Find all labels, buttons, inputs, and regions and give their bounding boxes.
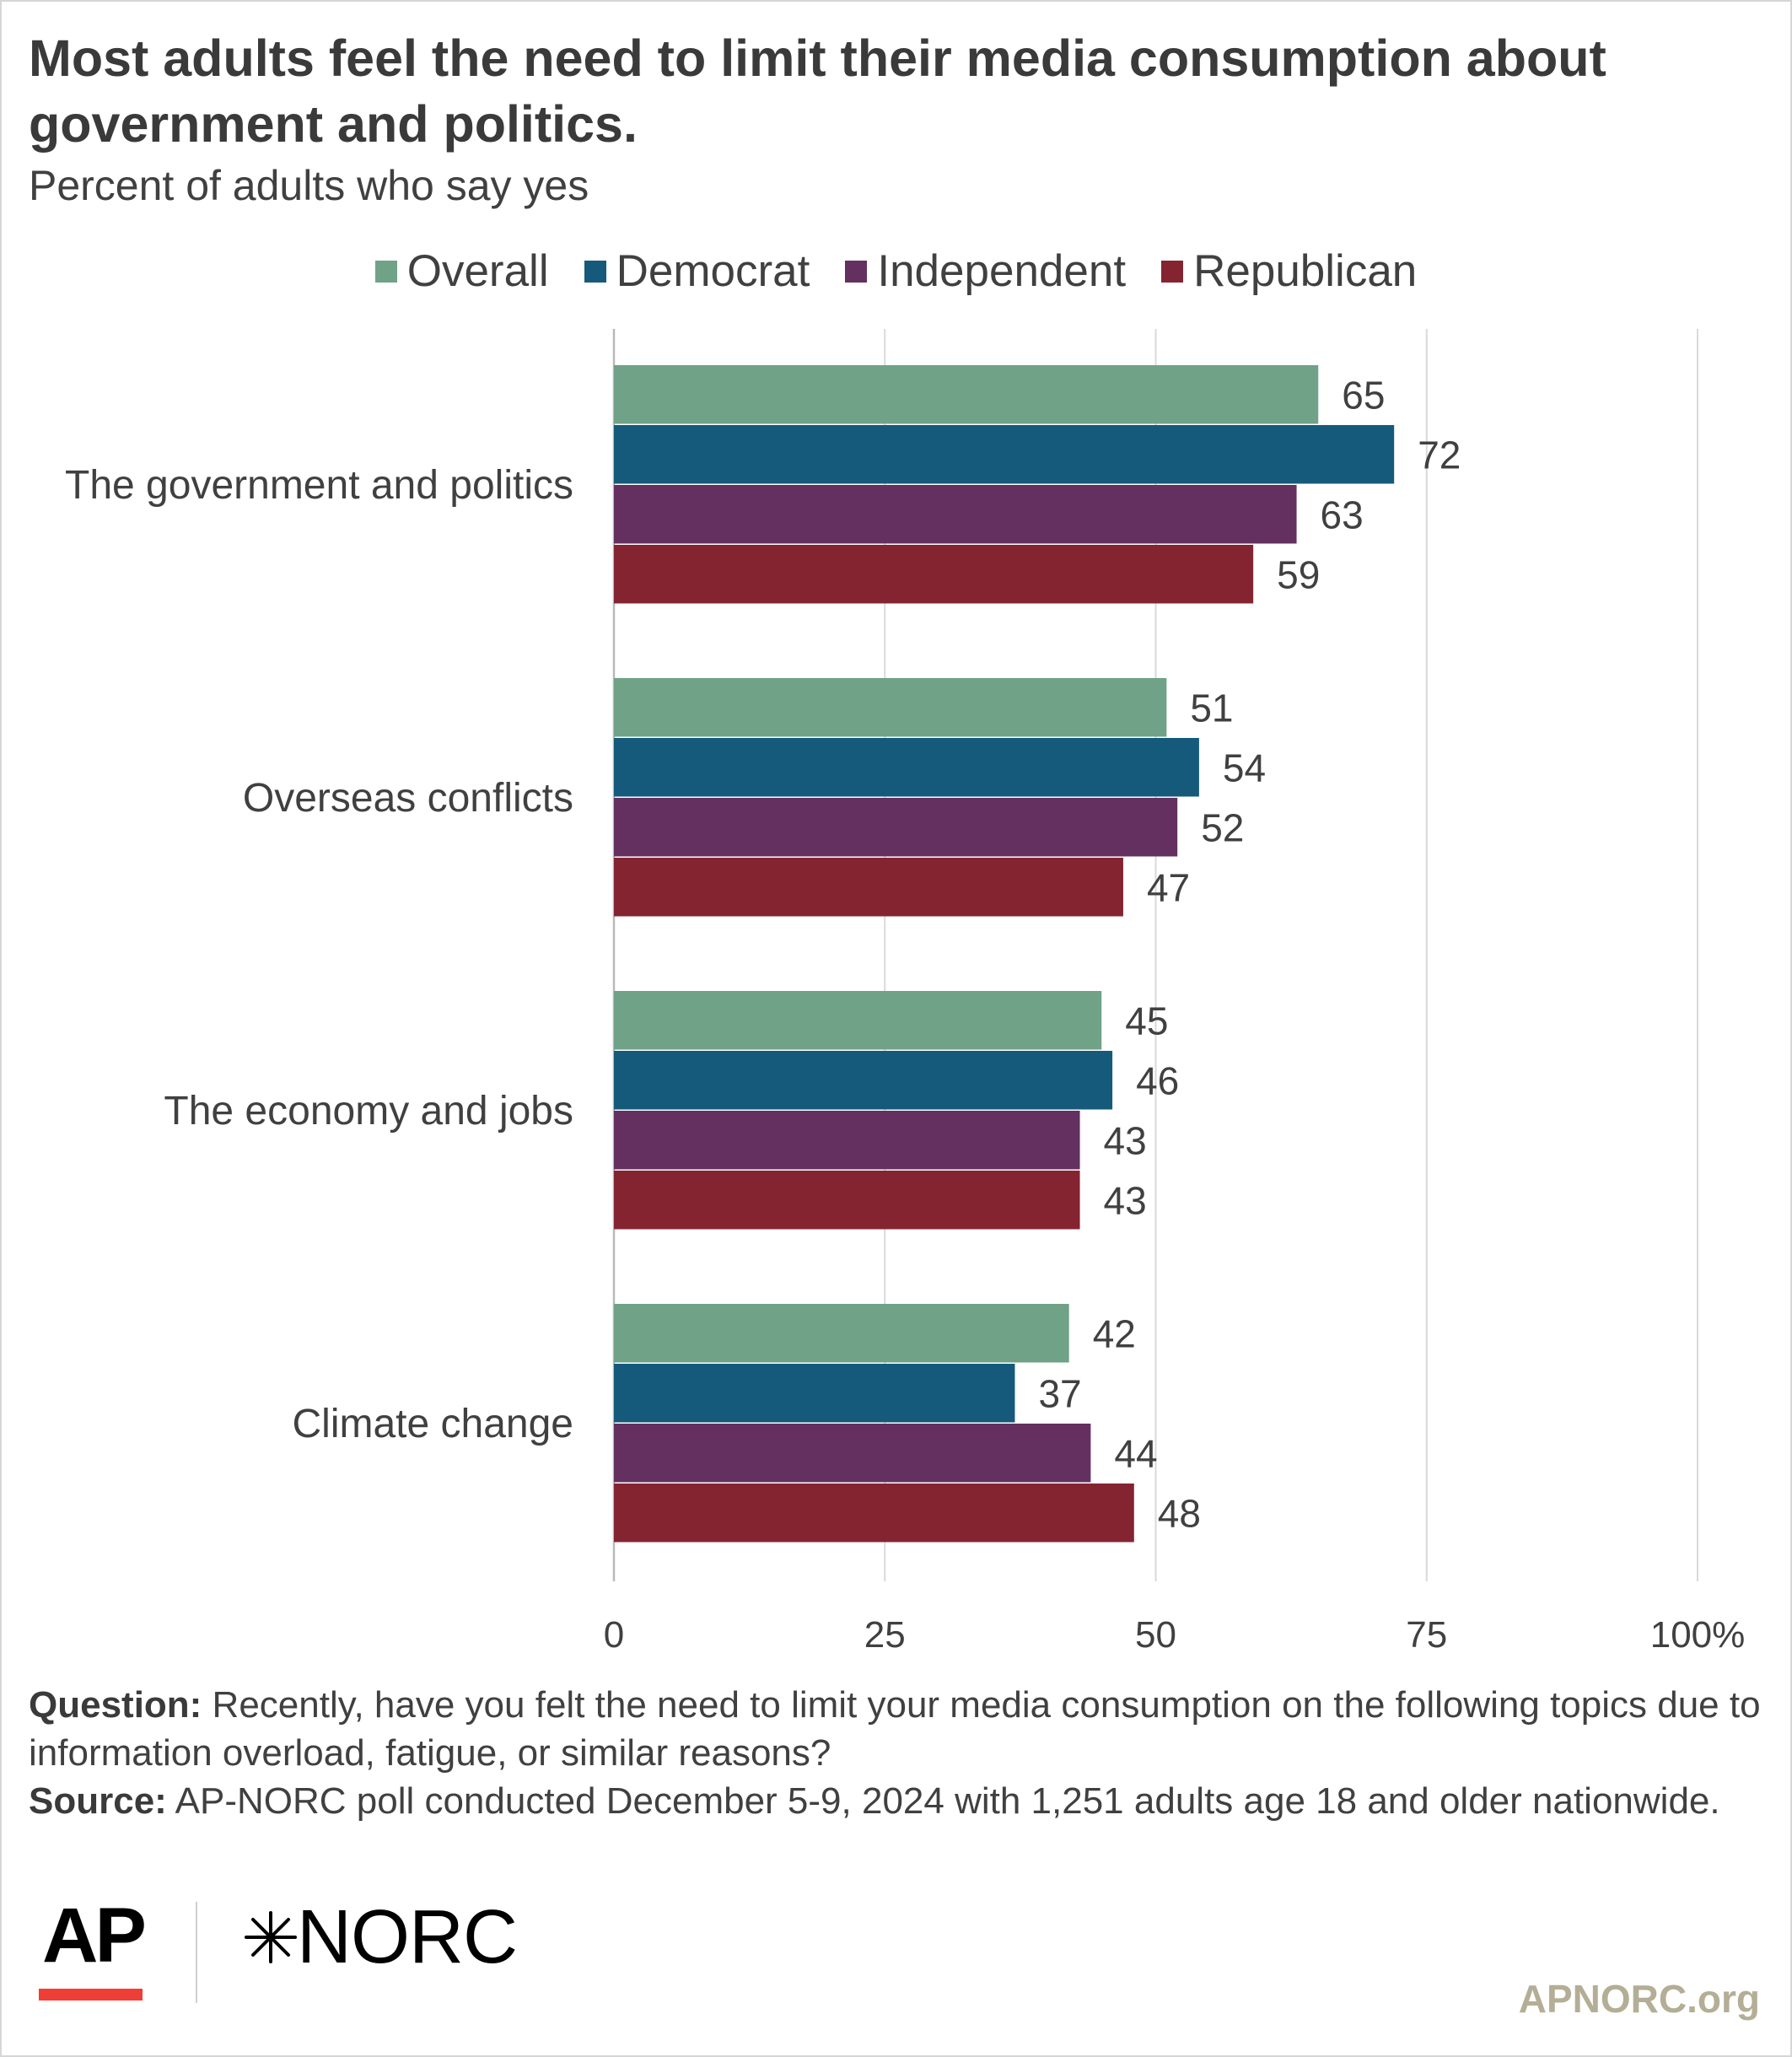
legend-swatch-overall [374,261,397,283]
ap-logo: AP [42,1893,147,1979]
value-label: 46 [1136,1059,1179,1103]
question-note: Question: Recently, have you felt the ne… [29,1681,1766,1777]
norc-star-icon [245,1911,297,1963]
value-label: 37 [1038,1372,1081,1416]
x-tick-label: 100% [1650,1614,1746,1656]
bar-democrat [614,425,1395,484]
bar-independent [614,485,1297,544]
value-label: 51 [1190,687,1233,730]
category-label: Climate change [292,1402,573,1446]
source-text: AP-NORC poll conducted December 5-9, 202… [166,1780,1720,1822]
x-tick-label: 50 [1135,1614,1176,1656]
bar-republican [614,545,1254,604]
bar-republican [614,1171,1080,1230]
value-label: 45 [1125,999,1168,1043]
question-label: Question: [29,1684,202,1726]
legend-swatch-republican [1161,261,1184,283]
norc-logo-text: NORC [297,1895,518,1979]
chart-notes: Question: Recently, have you felt the ne… [29,1681,1766,1825]
bar-overall [614,365,1319,424]
bar-republican [614,858,1123,917]
source-note: Source: AP-NORC poll conducted December … [29,1777,1766,1825]
chart-title: Most adults feel the need to limit their… [29,30,1606,153]
value-label: 59 [1277,553,1320,597]
category-label: The economy and jobs [164,1089,573,1134]
source-label: Source: [29,1780,167,1822]
value-label: 54 [1223,746,1266,790]
bar-overall [614,1304,1069,1363]
chart-subtitle: Percent of adults who say yes [29,162,589,209]
legend: Overall Democrat Independent Republican [0,242,1792,301]
legend-label-democrat: Democrat [616,246,810,296]
value-label: 42 [1093,1312,1136,1356]
value-label: 63 [1321,493,1364,537]
value-label: 47 [1147,866,1190,910]
value-label: 72 [1418,433,1461,477]
x-tick-label: 75 [1406,1614,1447,1656]
logo-divider [196,1902,197,2003]
bar-overall [614,678,1167,737]
bar-independent [614,1111,1080,1170]
ap-logo-underline [39,1989,143,2000]
bar-republican [614,1484,1134,1543]
legend-item-republican: Republican [1161,246,1417,297]
legend-item-democrat: Democrat [584,246,810,297]
category-label: Overseas conflicts [243,776,573,821]
value-label: 52 [1201,806,1244,850]
value-label: 48 [1158,1492,1201,1536]
category-label: The government and politics [65,463,573,508]
legend-label-independent: Independent [877,246,1127,296]
norc-logo: NORC [245,1895,518,1979]
apnorc-site-link[interactable]: APNORC.org [1518,1977,1760,2021]
value-label: 65 [1342,374,1385,417]
value-label: 44 [1114,1432,1157,1476]
value-label: 43 [1104,1119,1147,1163]
legend-label-republican: Republican [1193,246,1418,296]
legend-label-overall: Overall [406,246,549,296]
bar-democrat [614,1364,1015,1423]
bar-chart: 0 25 50 75 100% The government and politics 65… [65,329,1746,1656]
question-text: Recently, have you felt the need to limi… [29,1684,1761,1774]
bar-democrat [614,738,1199,797]
bar-independent [614,1424,1091,1483]
value-label: 43 [1104,1179,1147,1223]
x-tick-label: 0 [604,1614,624,1656]
bar-overall [614,991,1102,1050]
legend-item-independent: Independent [845,246,1126,297]
x-tick-label: 25 [864,1614,906,1656]
legend-swatch-independent [845,261,868,283]
bar-democrat [614,1051,1113,1110]
bar-independent [614,798,1178,857]
legend-swatch-democrat [584,261,606,283]
legend-item-overall: Overall [374,246,549,297]
